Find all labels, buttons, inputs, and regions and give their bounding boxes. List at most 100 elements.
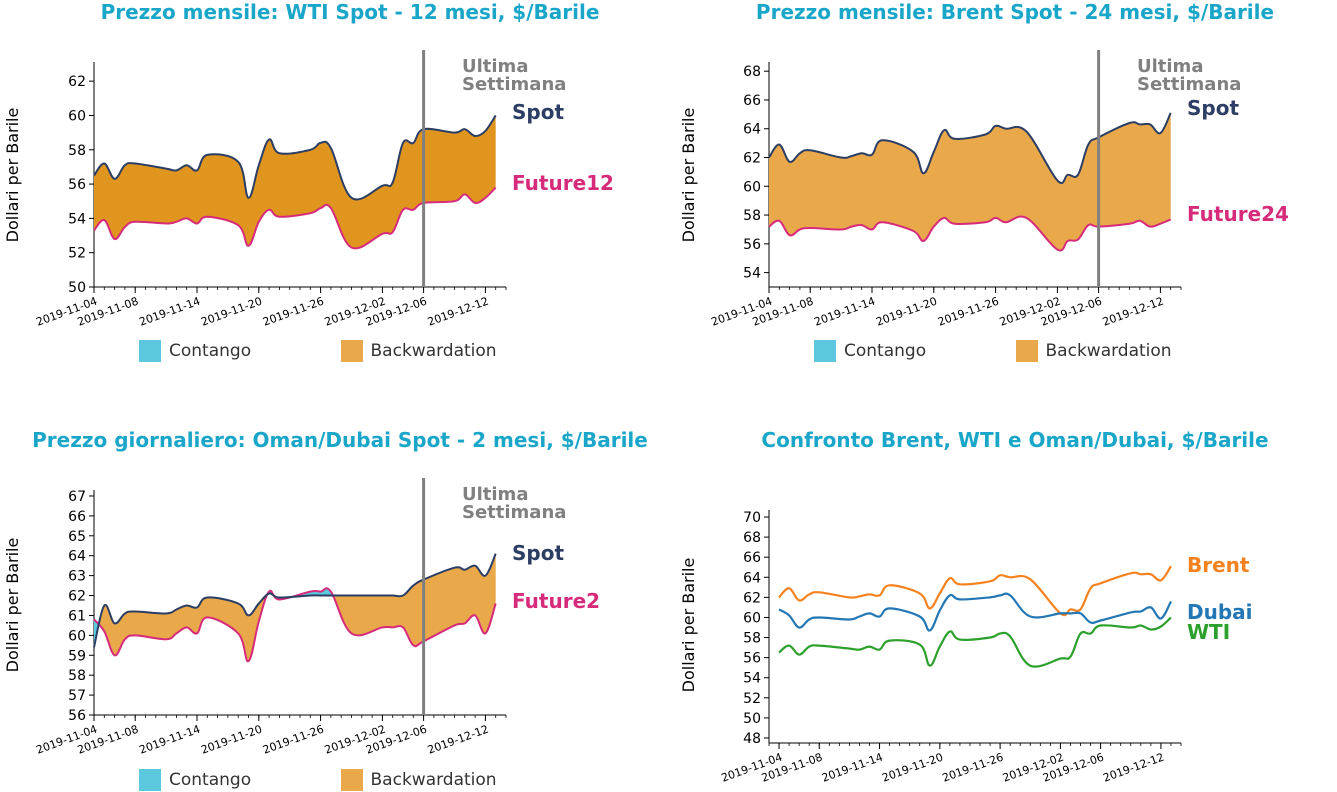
y-tick-label: 56 — [68, 708, 86, 724]
chart-title-compare: Confronto Brent, WTI e Oman/Dubai, $/Bar… — [761, 428, 1269, 452]
x-tick-label: 2019-12-12 — [1101, 295, 1166, 329]
y-tick: 61 — [68, 608, 94, 624]
y-tick-label: 66 — [743, 550, 761, 566]
legend-item-contango: Contango — [814, 340, 926, 362]
x-tick-label: 2019-11-20 — [199, 723, 264, 757]
legend-contango-label: Contango — [169, 770, 252, 790]
y-tick: 56 — [743, 651, 769, 667]
y-tick-label: 60 — [743, 179, 761, 195]
y-tick: 52 — [68, 246, 94, 262]
backwardation-area — [94, 553, 496, 662]
y-tick: 57 — [68, 688, 94, 704]
y-tick-label: 48 — [743, 731, 761, 747]
y-tick-label: 50 — [743, 711, 761, 727]
x-tick-label: 2019-12-12 — [1101, 751, 1166, 785]
backwardation-swatch — [340, 769, 363, 791]
y-tick: 54 — [68, 211, 94, 227]
y-tick: 67 — [68, 489, 94, 505]
wti-line — [778, 616, 1172, 668]
x-tick: 2019-11-26 — [936, 287, 1001, 329]
chart-brent: 54565860626466682019-11-042019-11-082019… — [709, 50, 1182, 329]
dubai-label: Dubai — [1187, 600, 1253, 624]
x-tick: 2019-11-14 — [137, 715, 202, 757]
x-tick-label: 2019-11-14 — [137, 723, 202, 757]
y-tick-label: 66 — [743, 93, 761, 109]
y-tick: 62 — [68, 74, 94, 90]
y-tick-label: 65 — [68, 529, 86, 545]
y-tick-label: 59 — [68, 648, 86, 664]
last-week-label-wti-1: Ultima — [462, 56, 528, 77]
y-tick-label: 54 — [68, 211, 86, 227]
y-tick: 60 — [743, 610, 769, 626]
future-label-brent: Future24 — [1187, 202, 1289, 226]
ylabel-compare: Dollari per Barile — [679, 558, 698, 693]
future-line — [93, 186, 497, 250]
y-tick-label: 56 — [743, 651, 761, 667]
y-tick-label: 58 — [68, 143, 86, 159]
x-tick-label: 2019-11-26 — [261, 723, 326, 757]
y-tick-label: 56 — [743, 237, 761, 253]
x-tick-label: 2019-11-26 — [261, 295, 326, 329]
y-tick-label: 62 — [68, 589, 86, 605]
x-tick: 2019-11-20 — [199, 715, 264, 757]
x-tick-label: 2019-11-20 — [880, 751, 945, 785]
future-label-dubai: Future2 — [512, 589, 600, 613]
future-line — [93, 587, 497, 663]
y-tick-label: 52 — [68, 246, 86, 262]
last-week-label-wti-2: Settimana — [462, 74, 566, 95]
y-tick: 62 — [68, 589, 94, 605]
x-tick: 2019-12-12 — [1101, 287, 1166, 329]
x-tick: 2019-11-20 — [874, 287, 939, 329]
y-tick-label: 62 — [68, 74, 86, 90]
spot-line — [768, 112, 1172, 185]
y-tick: 58 — [743, 208, 769, 224]
y-tick: 64 — [68, 549, 94, 565]
legend-backwardation-label: Backwardation — [1045, 341, 1172, 361]
y-tick: 66 — [743, 93, 769, 109]
y-tick-label: 54 — [743, 266, 761, 282]
x-tick: 2019-11-26 — [261, 287, 326, 329]
y-tick-label: 61 — [68, 608, 86, 624]
y-tick: 63 — [68, 569, 94, 585]
spot-line — [93, 114, 497, 201]
legend-item-backwardation: Backwardation — [1015, 340, 1172, 362]
y-tick: 58 — [68, 668, 94, 684]
backwardation-swatch — [1015, 340, 1038, 362]
y-tick: 66 — [743, 550, 769, 566]
x-tick: 2019-12-12 — [426, 287, 490, 329]
y-tick-label: 66 — [68, 509, 86, 525]
y-tick: 60 — [68, 628, 94, 644]
y-tick-label: 56 — [68, 177, 86, 193]
contango-swatch — [139, 769, 161, 791]
last-week-label-brent-1: Ultima — [1137, 56, 1203, 77]
x-tick-label: 2019-11-14 — [812, 295, 877, 329]
y-tick-label: 68 — [743, 64, 761, 80]
legend-backwardation-label: Backwardation — [370, 341, 497, 361]
chart-title-brent: Prezzo mensile: Brent Spot - 24 mesi, $/… — [755, 0, 1275, 24]
future-label-wti: Future12 — [512, 171, 614, 195]
y-tick: 52 — [743, 691, 769, 707]
x-tick: 2019-11-14 — [137, 287, 202, 329]
x-tick: 2019-11-14 — [812, 287, 877, 329]
y-tick: 60 — [743, 179, 769, 195]
y-tick: 56 — [743, 237, 769, 253]
x-tick-label: 2019-11-26 — [936, 295, 1001, 329]
y-tick: 59 — [68, 648, 94, 664]
dubai-line — [778, 592, 1172, 632]
backwardation-area — [94, 115, 496, 249]
x-tick-label: 2019-11-14 — [137, 295, 202, 329]
backwardation-area — [769, 112, 1171, 251]
brent-label: Brent — [1187, 553, 1250, 577]
y-tick: 60 — [68, 108, 94, 124]
y-tick: 48 — [743, 731, 769, 747]
future-line — [768, 215, 1172, 252]
legend-brent: Contango Backwardation — [814, 340, 1172, 362]
y-tick: 68 — [743, 530, 769, 546]
y-tick: 65 — [68, 529, 94, 545]
x-tick-label: 2019-11-14 — [820, 751, 885, 785]
y-tick-label: 67 — [68, 489, 86, 505]
x-tick-label: 2019-11-20 — [874, 295, 939, 329]
legend-item-backwardation: Backwardation — [340, 769, 497, 791]
y-tick-label: 62 — [743, 590, 761, 606]
spot-line — [93, 553, 497, 648]
